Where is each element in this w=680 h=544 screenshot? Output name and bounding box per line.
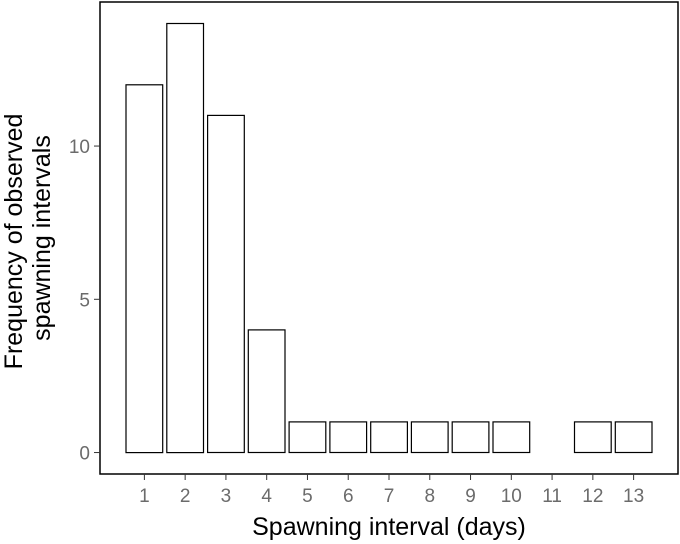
y-tick-label-5: 5: [79, 290, 90, 311]
x-tick-label-6: 6: [343, 486, 354, 507]
x-axis-title: Spawning interval (days): [252, 513, 526, 541]
bar-9: [451, 421, 490, 454]
bar-1: [125, 84, 164, 454]
x-tick-label-7: 7: [384, 486, 395, 507]
bar-13: [614, 421, 653, 454]
x-tick-label-13: 13: [623, 486, 644, 507]
bar-7: [370, 421, 409, 454]
bar-3: [207, 114, 245, 454]
x-tick-label-9: 9: [465, 486, 476, 507]
y-axis: 0 5 10: [69, 137, 100, 465]
x-tick-label-8: 8: [424, 486, 435, 507]
x-tick-label-11: 11: [542, 486, 562, 507]
x-tick-label-2: 2: [180, 486, 191, 507]
x-tick-label-5: 5: [302, 486, 313, 507]
x-tick-label-1: 1: [139, 486, 150, 507]
y-axis-title-line-1: Frequency of observed: [0, 114, 28, 370]
bars-group: [125, 22, 653, 454]
y-axis-title-line-2: spawning intervals: [28, 135, 56, 341]
x-tick-label-12: 12: [582, 486, 603, 507]
y-axis-title: Frequency of observed spawning intervals: [0, 107, 56, 370]
x-tick-label-10: 10: [501, 486, 522, 507]
x-tick-label-4: 4: [261, 486, 272, 507]
x-axis: 1 2 3 4 5 6 7 8 9 10 11 12 13: [139, 474, 644, 507]
bar-12: [573, 421, 612, 454]
x-tick-label-3: 3: [221, 486, 232, 507]
bar-8: [410, 421, 449, 454]
y-tick-label-0: 0: [79, 444, 90, 465]
bar-6: [329, 421, 368, 454]
y-tick-label-10: 10: [69, 137, 90, 158]
bar-4: [247, 329, 286, 454]
bar-2: [166, 22, 205, 454]
bar-5: [288, 421, 327, 454]
bar-10: [492, 421, 531, 454]
